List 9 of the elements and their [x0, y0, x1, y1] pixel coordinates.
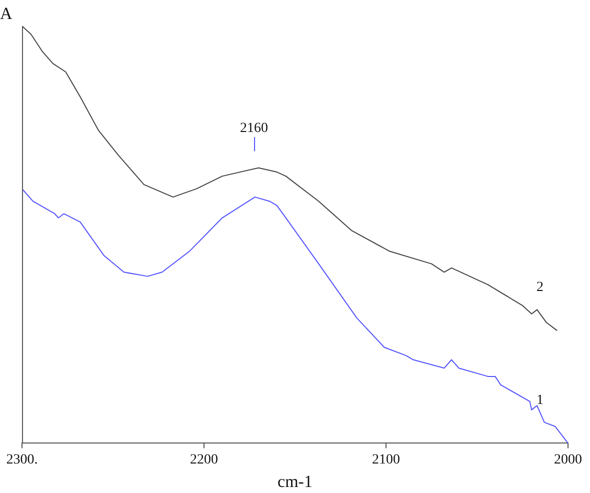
x-axis-title: cm-1 [278, 472, 312, 491]
series-label: 2 [536, 280, 544, 296]
annotation: 2160 [240, 120, 268, 136]
x-tick-label: 2000 [554, 452, 582, 468]
x-tick-label: 2200 [190, 452, 218, 468]
x-tick-label: 2300. [6, 452, 38, 468]
series-label: 1 [536, 392, 544, 408]
y-axis-title: A [0, 4, 13, 23]
x-tick-label: 2100 [372, 452, 400, 468]
